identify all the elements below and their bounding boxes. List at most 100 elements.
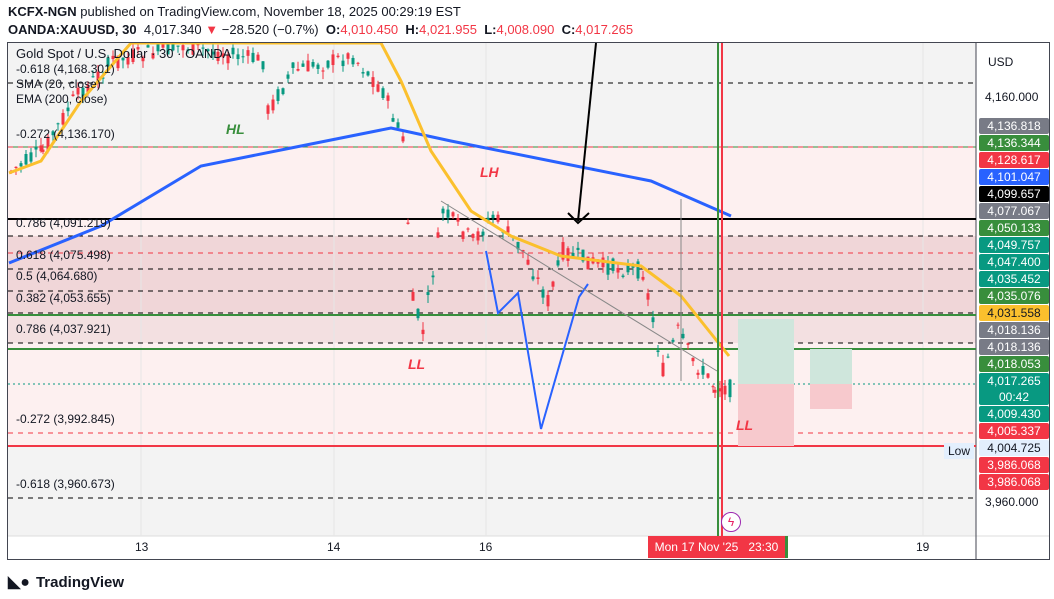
candle-body: [451, 212, 455, 217]
candle-body: [396, 122, 400, 128]
candle-body: [306, 60, 310, 72]
candle-body: [66, 107, 70, 112]
candle-body: [531, 276, 535, 280]
crosshair-time-label: Mon 17 Nov '25 23:30: [648, 536, 788, 558]
lightning-icon[interactable]: ϟ: [721, 512, 741, 532]
candle-body: [281, 88, 285, 95]
price-tick: 4,160.000: [985, 90, 1039, 104]
symbol-info: OANDA:XAUUSD, 30 4,017.340 ▼ −28.520 (−0…: [8, 22, 633, 37]
candle-body: [666, 356, 670, 358]
candle-body: [106, 57, 110, 67]
candle-body: [476, 231, 480, 241]
time-tick: 19: [916, 540, 930, 554]
candle-body: [326, 60, 330, 68]
candle-body: [81, 87, 85, 100]
candle-body: [371, 77, 375, 87]
candle-body: [481, 231, 485, 236]
arrow-line: [577, 43, 597, 222]
candle-body: [656, 350, 660, 353]
price-label: 4,099.657: [979, 186, 1049, 202]
candle-body: [29, 152, 33, 162]
ll-annotation: LL: [736, 417, 754, 433]
candle-body: [126, 56, 130, 65]
ema-legend[interactable]: EMA (200, close): [16, 92, 108, 106]
fib-label: 0.5 (4,064.680): [16, 269, 98, 283]
time-tick: 16: [479, 540, 493, 554]
candle-body: [136, 47, 140, 50]
candle-body: [681, 333, 685, 339]
fib-label: -0.272 (4,136.170): [16, 127, 115, 141]
candle-body: [406, 222, 410, 224]
candle-body: [61, 112, 65, 125]
zigzag-drawing: [485, 250, 589, 430]
candle-body: [321, 70, 325, 72]
candle-body: [581, 249, 585, 262]
candle-body: [506, 226, 510, 233]
candle-body: [561, 242, 565, 260]
price-label: 4,018.053: [979, 356, 1049, 372]
candle-body: [541, 289, 545, 298]
candle-body: [461, 231, 465, 239]
candle-body: [231, 47, 235, 55]
lh-annotation: LH: [480, 164, 499, 180]
price-label: 4,035.076: [979, 288, 1049, 304]
hl-annotation: HL: [226, 121, 245, 137]
candle-body: [241, 56, 245, 58]
candle-body: [141, 57, 145, 62]
price-label: 4,047.400: [979, 254, 1049, 270]
candle-body: [686, 343, 690, 345]
chart-pane[interactable]: [7, 42, 1050, 560]
close: 4,017.265: [575, 22, 634, 37]
candle-body: [181, 45, 185, 51]
cursor-time: 23:30: [748, 540, 779, 554]
candle-body: [211, 51, 215, 55]
candle-body: [441, 208, 445, 214]
fib-label: 0.382 (4,053.655): [16, 291, 111, 305]
tradingview-logo[interactable]: ◣● TradingView: [8, 572, 124, 592]
candle-body: [446, 209, 450, 218]
candle-body: [486, 217, 490, 222]
candle-body: [71, 94, 75, 97]
candle-body: [236, 54, 240, 60]
candle-body: [291, 62, 295, 68]
publisher[interactable]: KCFX-NGN: [8, 4, 77, 19]
ema-200-line: [8, 126, 732, 265]
candle-body: [24, 154, 28, 165]
candle-body: [431, 275, 435, 278]
bar-countdown: 00:42: [998, 390, 1030, 404]
candle-body: [206, 49, 210, 52]
fib-label: -0.618 (3,960.673): [16, 477, 115, 491]
candle-body: [641, 276, 645, 280]
candle-body: [171, 43, 175, 51]
open: 4,010.450: [340, 22, 399, 37]
long-position-stop: [810, 384, 852, 409]
candle-body: [111, 55, 115, 60]
candle-body: [718, 388, 722, 392]
candle-body: [566, 248, 570, 261]
fib-label: -0.272 (3,992.845): [16, 412, 115, 426]
candle-body: [426, 292, 430, 296]
long-position-target: [738, 319, 794, 384]
candle-body: [261, 61, 265, 70]
time-tick: 14: [327, 540, 341, 554]
chart-canvas[interactable]: [8, 43, 1050, 560]
price-label: 4,077.067: [979, 203, 1049, 219]
candle-body: [586, 256, 590, 270]
candle-body: [296, 68, 300, 71]
price-label: 4,005.337: [979, 423, 1049, 439]
brand-name: TradingView: [35, 573, 125, 591]
candle-body: [606, 263, 610, 275]
candle-body: [161, 43, 165, 48]
candle-body: [546, 295, 550, 307]
candle-body: [466, 228, 470, 230]
candle-body: [341, 60, 345, 67]
arrow-head-icon: [567, 212, 590, 225]
sma-legend[interactable]: SMA (20, close): [16, 77, 101, 91]
candle-body: [436, 232, 440, 238]
candle-body: [491, 214, 495, 219]
long-position-stop: [738, 384, 794, 446]
candle-body: [226, 55, 230, 64]
fib-zone: [8, 236, 976, 313]
currency-label[interactable]: USD: [988, 55, 1014, 69]
publish-info: KCFX-NGN published on TradingView.com, N…: [8, 4, 461, 19]
